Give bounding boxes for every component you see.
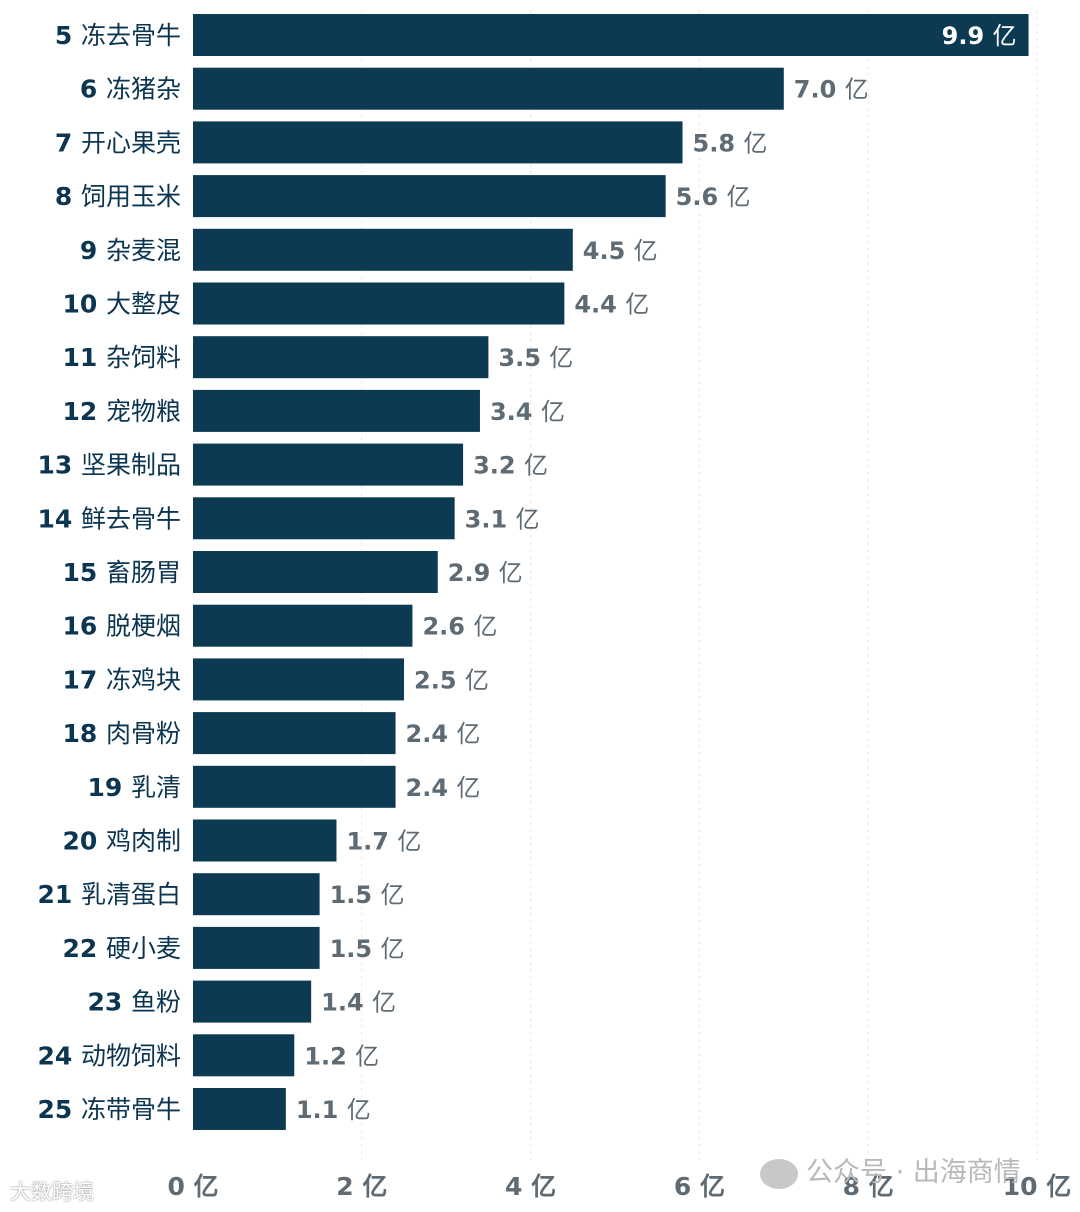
category-label: 6 冻猪杂 [80,75,181,104]
x-axis-ticks: 0 亿 2 亿 4 亿 6 亿 8 亿 10 亿 [167,1172,1071,1201]
category-label: 21 乳清蛋白 [37,880,181,909]
value-label: 2.5 亿 [414,666,489,694]
bar [193,712,396,755]
value-label: 4.5 亿 [583,237,658,265]
value-label: 3.5 亿 [498,344,573,372]
value-label: 3.2 亿 [473,452,548,480]
value-label: 9.9 亿 [942,22,1017,50]
bar [193,1088,286,1130]
value-label: 1.4 亿 [321,989,396,1017]
bars [193,14,1029,1130]
x-tick-label: 8 亿 [843,1172,894,1201]
x-tick-label: 4 亿 [505,1172,556,1201]
category-label: 7 开心果壳 [55,128,181,157]
value-label: 3.4 亿 [490,398,565,426]
category-label: 25 冻带骨牛 [37,1095,181,1124]
bar [193,604,413,647]
value-label: 1.5 亿 [330,881,405,909]
value-label: 2.9 亿 [448,559,523,587]
x-tick-label: 6 亿 [674,1172,725,1201]
value-label: 1.2 亿 [304,1042,379,1070]
category-label: 23 鱼粉 [87,988,181,1017]
value-label: 5.8 亿 [693,129,768,157]
category-label: 8 饲用玉米 [55,182,181,211]
value-label: 3.1 亿 [465,505,540,533]
category-label: 15 畜肠胃 [62,558,181,587]
category-label: 24 动物饲料 [37,1041,181,1070]
bar [193,67,784,110]
bar [193,175,666,218]
bar [193,658,404,701]
category-label: 18 肉骨粉 [62,719,181,748]
bar [193,926,320,969]
bar [193,873,320,916]
value-label: 1.7 亿 [346,828,421,856]
category-label: 10 大整皮 [62,290,181,319]
category-label: 13 坚果制品 [37,451,181,480]
x-tick-label: 10 亿 [1003,1172,1072,1201]
x-tick-label: 2 亿 [336,1172,387,1201]
value-label: 2.4 亿 [406,720,481,748]
bar [193,282,565,325]
bar [193,551,438,593]
bar [193,497,455,540]
value-label: 1.5 亿 [330,935,405,963]
category-label: 5 冻去骨牛 [55,21,181,50]
bar [193,980,312,1023]
value-label: 4.4 亿 [574,291,649,319]
category-label: 9 杂麦混 [80,236,181,265]
category-label: 12 宠物粮 [62,397,181,426]
category-labels: 5 冻去骨牛 6 冻猪杂 7 开心果壳 8 饲用玉米 9 杂麦混 10 大整皮 11 杂饲料… [37,21,181,1124]
category-label: 20 鸡肉制 [62,827,181,856]
bar [193,1034,295,1077]
value-label: 2.6 亿 [422,613,497,641]
bar [193,14,1029,56]
category-label: 14 鲜去骨牛 [37,504,181,533]
bar [193,765,396,808]
bar [193,443,464,486]
value-label: 5.6 亿 [676,183,751,211]
bar [193,819,337,862]
bar [193,121,683,164]
category-label: 11 杂饲料 [62,343,181,372]
bar [193,389,480,432]
category-label: 17 冻鸡块 [62,665,181,694]
value-labels: 9.9 亿 7.0 亿 5.8 亿 5.6 亿 4.5 亿 4.4 亿3.5 亿 3.4 亿… [296,22,1017,1124]
category-label: 22 硬小麦 [62,934,181,963]
x-tick-label: 0 亿 [167,1172,218,1201]
value-label: 1.1 亿 [296,1096,371,1124]
category-label: 19 乳清 [87,773,181,802]
bar [193,228,573,271]
bar [193,336,489,379]
value-label: 7.0 亿 [794,76,869,104]
value-label: 2.4 亿 [406,774,481,802]
category-label: 16 脱梗烟 [62,612,181,641]
